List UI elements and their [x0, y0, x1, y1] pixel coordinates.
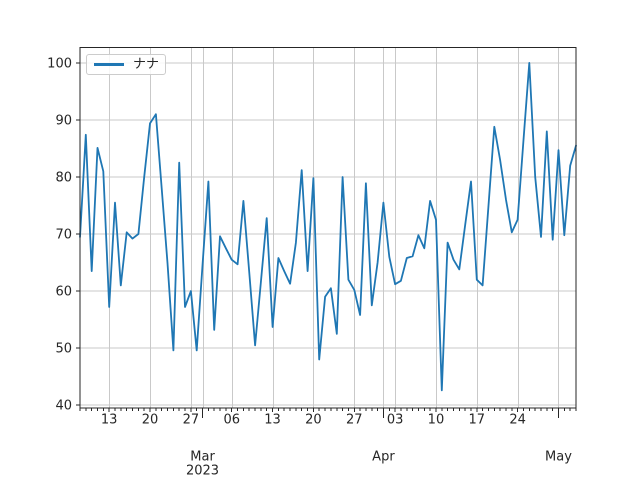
x-week-tick-label: 20 [142, 413, 159, 428]
x-week-tick-label: 24 [509, 413, 526, 428]
y-tick-label: 70 [55, 228, 72, 243]
x-week-tick-label: 06 [223, 413, 240, 428]
y-tick-label: 90 [55, 113, 72, 128]
tick-labels: 40 50 60 70 80 90 100 13 20 27 06 13 20 27 03 10 17 24 Mar… [47, 56, 572, 478]
series-line-nana [79, 62, 577, 392]
y-tick-label: 40 [55, 399, 72, 414]
y-tick-label: 50 [55, 342, 72, 357]
x-week-tick-label: 13 [264, 413, 281, 428]
x-week-tick-label: 27 [346, 413, 363, 428]
x-year-label: 2023 [186, 464, 219, 479]
x-week-tick-label: 10 [428, 413, 445, 428]
legend-line-sample [94, 63, 124, 66]
x-week-tick-label: 13 [101, 413, 118, 428]
y-tick-label: 100 [47, 56, 72, 71]
legend-series-label: ナナ [133, 57, 160, 72]
x-month-label: Apr [372, 450, 395, 465]
legend: ナナ [86, 54, 166, 75]
x-month-label: May [545, 450, 572, 465]
x-week-tick-label: 27 [183, 413, 200, 428]
y-tick-label: 60 [55, 285, 72, 300]
x-week-tick-label: 20 [305, 413, 322, 428]
y-tick-label: 80 [55, 170, 72, 185]
x-month-label: Mar [190, 450, 215, 465]
plot-spines [79, 47, 577, 409]
tick-marks [76, 62, 577, 418]
x-week-tick-label: 17 [469, 413, 486, 428]
gridlines [80, 47, 576, 408]
x-week-tick-label: 03 [387, 413, 404, 428]
